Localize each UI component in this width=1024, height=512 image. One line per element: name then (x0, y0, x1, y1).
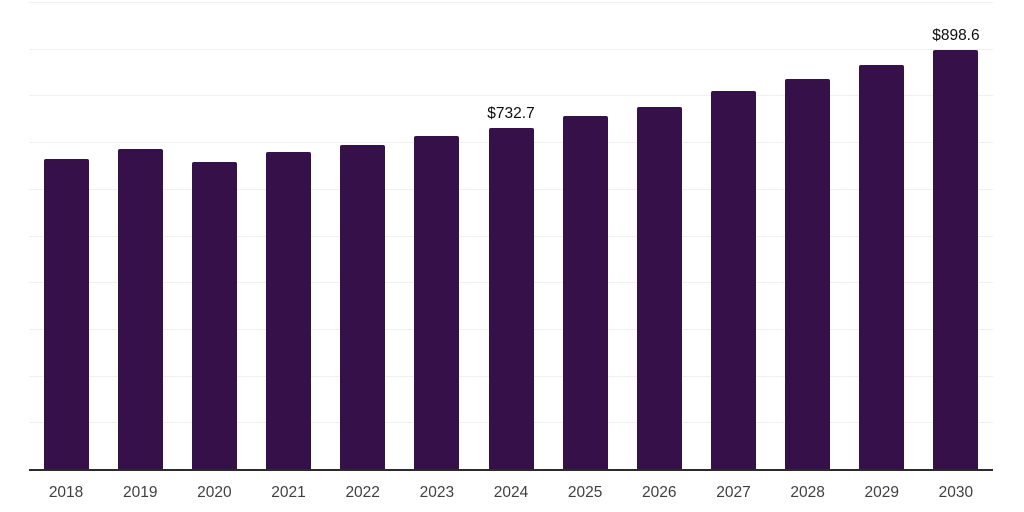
gridline-900 (29, 48, 993, 50)
bar-2030 (933, 50, 979, 470)
bar-2029 (859, 64, 905, 470)
x-tick-2026: 2026 (642, 484, 677, 501)
x-tick-2024: 2024 (493, 484, 529, 501)
bar-2022 (340, 144, 386, 470)
bar-2028 (785, 78, 831, 470)
bar-2019 (117, 149, 163, 470)
x-tick-2029: 2029 (864, 484, 899, 501)
x-tick-2022: 2022 (345, 484, 380, 501)
bar-2021 (266, 151, 312, 470)
bar-2018 (43, 158, 89, 470)
bar-2024 (488, 127, 534, 470)
bar-2025 (562, 116, 608, 470)
x-tick-2018: 2018 (48, 484, 84, 501)
gridline-800 (29, 95, 993, 97)
x-tick-2021: 2021 (271, 484, 306, 501)
x-tick-2020: 2020 (197, 484, 232, 501)
x-tick-2027: 2027 (716, 484, 751, 501)
x-tick-2028: 2028 (790, 484, 825, 501)
bar-2026 (636, 106, 682, 470)
value-label-2030: $898.6 (932, 27, 980, 45)
bar-2023 (414, 136, 460, 470)
x-tick-2030: 2030 (938, 484, 974, 501)
x-tick-2025: 2025 (567, 484, 603, 501)
x-axis-line (29, 469, 993, 471)
x-tick-2023: 2023 (419, 484, 455, 501)
plot-area: $732.7 $898.6 (29, 2, 993, 470)
bar-2020 (191, 161, 237, 470)
value-label-2024: $732.7 (487, 104, 535, 122)
gridline-1000 (29, 2, 993, 3)
x-tick-2019: 2019 (122, 484, 158, 501)
bar-2027 (710, 91, 756, 470)
